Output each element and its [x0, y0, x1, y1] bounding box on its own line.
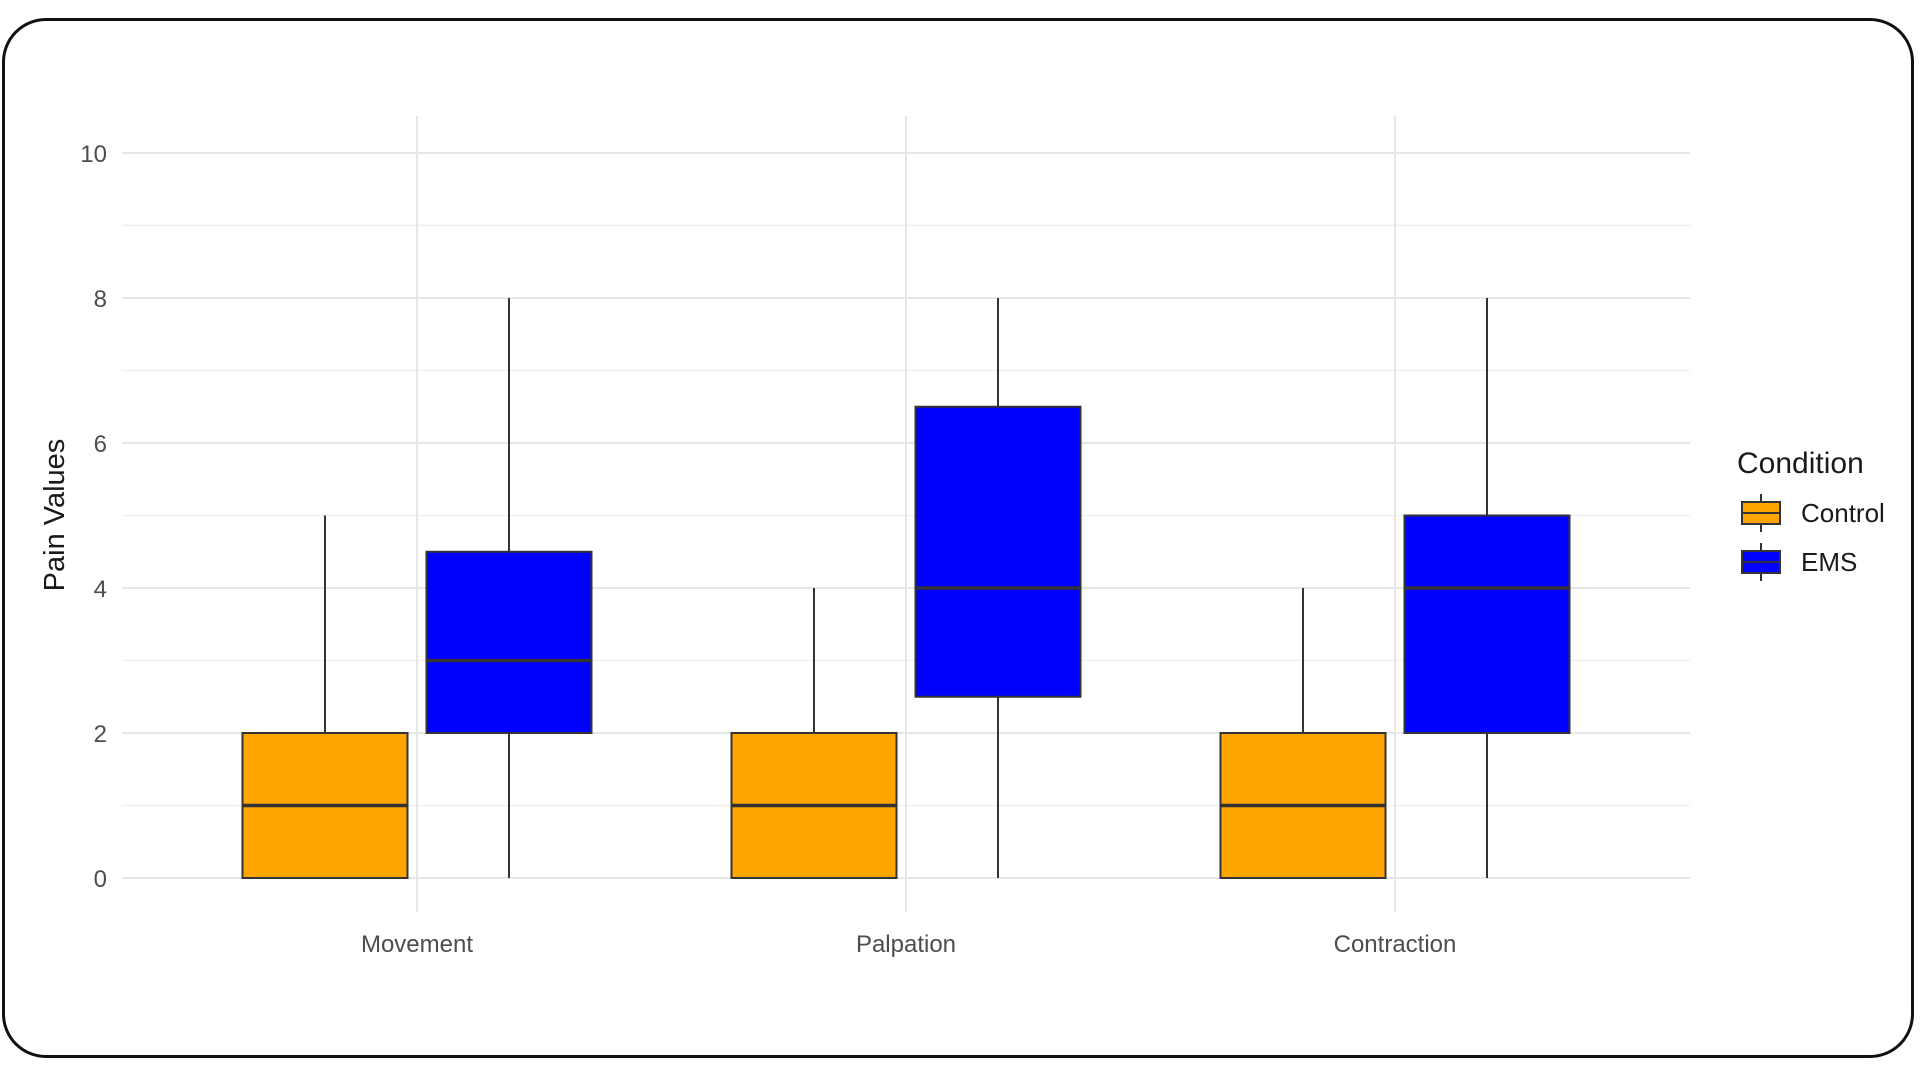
y-tick-labels: 0 2 4 6 8 10 [80, 141, 107, 893]
box-ems-contraction [1403, 298, 1571, 878]
y-tick-label: 6 [94, 431, 107, 458]
box-control-palpation [730, 588, 898, 879]
box-ems-movement [425, 298, 593, 878]
x-tick-label: Palpation [856, 931, 956, 958]
box-body [1403, 514, 1571, 734]
box-body [425, 550, 593, 734]
y-tick-label: 2 [94, 721, 107, 748]
boxes [241, 298, 1571, 879]
legend-item-ems: EMS [1741, 543, 1857, 581]
y-tick-label: 0 [94, 866, 107, 893]
x-tick-label: Contraction [1334, 931, 1457, 958]
box-control-movement [241, 515, 409, 879]
legend: Condition Control EMS [1737, 447, 1885, 581]
y-tick-label: 4 [94, 576, 107, 603]
x-tick-label: Movement [361, 931, 473, 958]
legend-item-control: Control [1741, 494, 1885, 532]
box-ems-palpation [914, 298, 1082, 878]
y-tick-label: 10 [80, 141, 107, 168]
legend-label: EMS [1801, 547, 1857, 577]
y-tick-label: 8 [94, 286, 107, 313]
box-body [914, 405, 1082, 698]
y-axis-title: Pain Values [39, 439, 71, 592]
legend-label: Control [1801, 498, 1885, 528]
legend-title: Condition [1737, 447, 1864, 480]
box-control-contraction [1219, 588, 1387, 879]
x-tick-labels: Movement Palpation Contraction [361, 931, 1456, 958]
